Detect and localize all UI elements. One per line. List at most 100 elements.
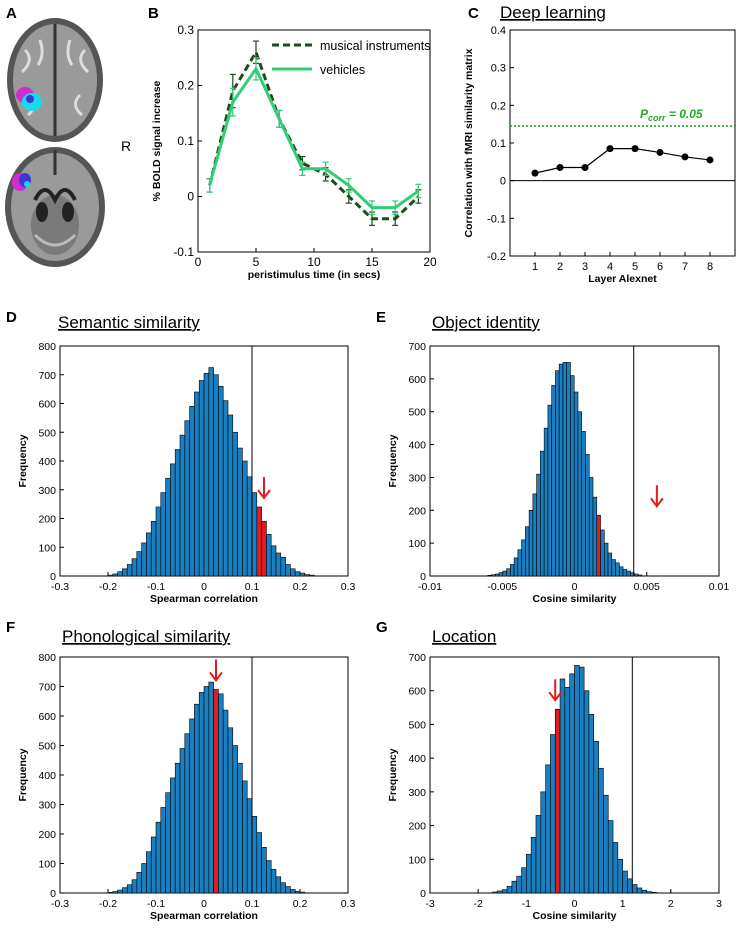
x-tick-label: -0.3 — [51, 898, 69, 910]
y-tick-label: 800 — [38, 341, 56, 353]
histogram-bar — [131, 879, 138, 894]
x-tick-label: 4 — [607, 261, 613, 273]
data-point — [706, 156, 714, 164]
panel-label-a: A — [6, 5, 17, 22]
y-tick-label: 700 — [38, 370, 56, 382]
y-tick-label: 700 — [38, 682, 56, 694]
x-tick-label: 8 — [707, 261, 713, 273]
arrow-head — [650, 497, 664, 508]
histogram-bar — [136, 872, 142, 894]
x-tick-label: -0.005 — [487, 581, 517, 593]
panel-label-f: F — [6, 619, 15, 636]
histogram-bar — [526, 853, 532, 894]
x-tick-label: -0.2 — [99, 898, 117, 910]
y-axis-label: % BOLD signal increase — [151, 80, 163, 201]
histogram-bar — [126, 564, 133, 577]
y-tick-label: 300 — [38, 485, 56, 497]
histogram-bar — [598, 767, 604, 894]
chart-d-semantic-histogram: 0 100 200 300 400 500 600 700 800 -0.3 -0.2 -0.1 0 0.… — [17, 313, 355, 605]
x-tick-label: 20 — [423, 255, 437, 269]
histogram-bar — [122, 568, 128, 577]
x-tick-label: 0 — [572, 898, 578, 910]
histogram-bar — [551, 385, 556, 577]
histogram-bar — [528, 509, 534, 577]
histogram-bar — [261, 846, 267, 894]
histogram-bar — [299, 891, 306, 894]
histogram-bar — [155, 506, 162, 577]
histogram-bar — [570, 375, 575, 577]
x-axis-label: Cosine similarity — [532, 593, 616, 605]
histogram-bar — [618, 566, 624, 577]
data-point — [681, 153, 689, 161]
arrow-head — [209, 671, 223, 683]
histogram-bar — [540, 450, 545, 577]
histogram-bar — [558, 363, 564, 577]
chart-title: Location — [432, 627, 496, 646]
x-axis-label: Cosine similarity — [532, 910, 616, 922]
histogram-bar — [511, 880, 517, 894]
histogram-bar — [270, 545, 277, 577]
histogram-bar — [117, 571, 123, 577]
histogram-bar — [543, 427, 549, 577]
histogram-bar — [280, 882, 286, 894]
threshold-label: Pcorr = 0.05 — [640, 107, 703, 123]
histogram-bar — [275, 552, 282, 577]
histogram-bar — [170, 463, 176, 577]
y-tick-label: 300 — [408, 472, 426, 484]
data-point — [581, 163, 589, 171]
histogram-bar — [497, 890, 503, 894]
series-line-vehicles — [208, 65, 420, 210]
x-tick-label: 5 — [632, 261, 638, 273]
histogram-bar — [517, 549, 522, 577]
histogram-bar — [165, 477, 171, 577]
x-tick-label: 0.01 — [709, 581, 730, 593]
y-tick-label: 400 — [38, 456, 56, 468]
histogram-bar — [198, 692, 205, 894]
histogram-bar — [532, 493, 537, 577]
panel-label-e: E — [376, 309, 386, 326]
histogram-bar — [189, 406, 195, 577]
histogram-bar — [535, 815, 542, 894]
histogram-bar — [559, 678, 566, 894]
histogram-bar — [146, 532, 152, 577]
histogram-bar — [540, 791, 546, 894]
chart-e-object-identity-histogram: 0 100 200 300 400 500 600 700 -0.01 -0.005 0 0.005 0… — [387, 313, 729, 605]
x-axis-label: Layer Alexnet — [588, 273, 657, 285]
arrow-head — [257, 489, 271, 500]
y-tick-label: 700 — [408, 341, 426, 353]
histogram-bar — [112, 573, 118, 577]
y-tick-label: 400 — [408, 753, 426, 765]
histogram-bar — [242, 460, 248, 577]
x-tick-label: -2 — [473, 898, 482, 910]
panel-label-c: C — [468, 5, 479, 22]
histogram-bar — [170, 777, 176, 894]
histogram-bar — [261, 521, 267, 577]
y-tick-label: 500 — [38, 741, 56, 753]
x-tick-label: 0.2 — [293, 898, 308, 910]
x-tick-label: 0.1 — [245, 898, 260, 910]
y-tick-label: 400 — [408, 440, 426, 452]
x-axis-label: Spearman correlation — [150, 593, 258, 605]
y-tick-label: 600 — [38, 711, 56, 723]
x-tick-label: 0.005 — [634, 581, 660, 593]
legend-label: musical instruments — [320, 39, 430, 53]
histogram-bar — [251, 815, 258, 894]
histogram-bar — [622, 569, 628, 577]
data-point — [531, 169, 539, 177]
x-tick-label: 7 — [682, 261, 688, 273]
histogram-bar — [107, 892, 114, 894]
histogram-bar — [309, 574, 315, 577]
x-tick-label: 0.2 — [293, 581, 308, 593]
histogram-bar — [603, 542, 609, 577]
brain-slice-axial-bottom — [5, 147, 105, 267]
data-point — [606, 145, 614, 153]
histogram-bar — [146, 851, 152, 894]
histogram-bar — [160, 807, 166, 894]
histogram-bar — [290, 568, 296, 577]
histogram-bar — [516, 875, 522, 894]
y-tick-label: 0 — [50, 888, 56, 900]
histogram-bar — [501, 889, 508, 894]
series-line — [534, 148, 711, 174]
y-tick-label: 500 — [408, 407, 426, 419]
